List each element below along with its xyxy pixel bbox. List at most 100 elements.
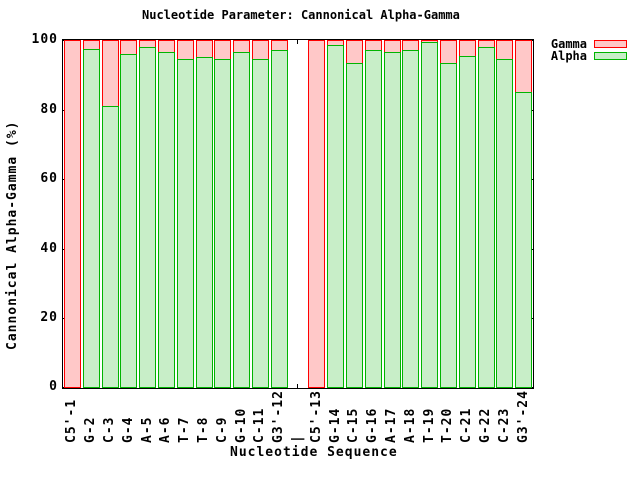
bar-C-9 (214, 40, 231, 388)
x-tick-top (297, 40, 298, 44)
x-tick-label: G3'-24 (515, 390, 531, 443)
bar-A-6 (158, 40, 175, 388)
gamma-segment (120, 40, 137, 54)
alpha-segment (459, 56, 476, 388)
bar-T-19 (421, 40, 438, 388)
gamma-segment (102, 40, 119, 106)
legend-label-gamma: Gamma (550, 37, 587, 51)
x-tick-label: G-2 (83, 416, 99, 443)
gamma-segment (421, 40, 438, 42)
alpha-segment (346, 63, 363, 388)
gamma-segment (271, 40, 288, 50)
bar-C-3 (102, 40, 119, 388)
alpha-segment (440, 63, 457, 388)
bar-G-14 (327, 40, 344, 388)
gamma-segment (308, 40, 325, 388)
alpha-segment (158, 52, 175, 388)
y-tick-label: 60 (40, 171, 58, 186)
gamma-segment (459, 40, 476, 56)
legend-label-alpha: Alpha (550, 49, 587, 63)
bar-T-8 (196, 40, 213, 388)
alpha-segment (496, 59, 513, 388)
x-tick-label: C-21 (459, 407, 475, 443)
gamma-segment (233, 40, 250, 52)
alpha-segment (233, 52, 250, 388)
alpha-segment (365, 50, 382, 388)
bar-C-21 (459, 40, 476, 388)
bar-T-7 (177, 40, 194, 388)
x-tick-label: C-9 (214, 416, 230, 443)
x-tick-label: A-18 (402, 407, 418, 443)
gamma-segment (83, 40, 100, 49)
legend: Gamma Alpha (545, 38, 627, 62)
alpha-swatch-icon (594, 52, 627, 60)
x-tick-label: G3'-12 (271, 390, 287, 443)
gamma-segment (177, 40, 194, 59)
bar-A-17 (384, 40, 401, 388)
gamma-segment (496, 40, 513, 59)
gamma-segment (384, 40, 401, 52)
alpha-segment (252, 59, 269, 388)
y-tick-label: 40 (40, 241, 58, 256)
alpha-segment (478, 47, 495, 388)
gamma-segment (327, 40, 344, 45)
x-tick-label: A-17 (384, 407, 399, 443)
gamma-segment (158, 40, 175, 52)
bar-G-16 (365, 40, 382, 388)
alpha-segment (196, 57, 213, 388)
gamma-segment (252, 40, 269, 59)
bar-G-10 (233, 40, 250, 388)
gamma-segment (139, 40, 156, 47)
bar-G3'-12 (271, 40, 288, 388)
y-tick-label: 0 (49, 379, 58, 394)
x-tick-label: T-7 (177, 416, 193, 443)
x-tick-label: G-22 (478, 407, 493, 443)
alpha-segment (102, 106, 119, 388)
bar-G-22 (478, 40, 495, 388)
bar-T-20 (440, 40, 457, 388)
alpha-segment (139, 47, 156, 388)
x-tick-label: A-5 (139, 416, 155, 443)
alpha-segment (214, 59, 231, 388)
gamma-segment (214, 40, 231, 59)
x-tick-bottom (297, 384, 298, 388)
x-axis-title: Nucleotide Sequence (230, 445, 398, 460)
x-tick-label: C-3 (102, 416, 117, 443)
x-tick-label: G-10 (233, 407, 249, 443)
gamma-segment (365, 40, 382, 50)
x-tick-label: C5'-1 (64, 398, 80, 443)
alpha-segment (271, 50, 288, 388)
x-tick-label: T-20 (440, 407, 456, 443)
plot-inner (63, 40, 533, 388)
x-tick-label: C-11 (252, 407, 268, 443)
x-tick-label: C-15 (346, 407, 362, 443)
gamma-segment (478, 40, 495, 47)
plot-area (62, 39, 534, 389)
gamma-segment (440, 40, 457, 63)
x-tick-label: G-16 (365, 407, 381, 443)
x-tick-label: T-8 (196, 416, 211, 443)
x-tick-label: C-23 (496, 407, 512, 443)
alpha-segment (177, 59, 194, 388)
bar-C-11 (252, 40, 269, 388)
bar-A-18 (402, 40, 419, 388)
gamma-segment (515, 40, 532, 92)
alpha-segment (83, 49, 100, 388)
legend-item-gamma: Gamma (545, 38, 627, 50)
alpha-segment (515, 92, 532, 388)
bar-G3'-24 (515, 40, 532, 388)
x-tick-label: A-6 (158, 416, 174, 443)
gamma-segment (64, 40, 81, 388)
bar-C5'-1 (64, 40, 81, 388)
y-tick-label: 100 (31, 32, 58, 47)
bar-C-15 (346, 40, 363, 388)
legend-item-alpha: Alpha (545, 50, 627, 62)
bar-A-5 (139, 40, 156, 388)
bar-G-2 (83, 40, 100, 388)
x-tick-label: C5'-13 (308, 390, 324, 443)
alpha-segment (384, 52, 401, 388)
bar-C-23 (496, 40, 513, 388)
gamma-swatch-icon (594, 40, 627, 48)
x-tick-label: T-19 (421, 407, 437, 443)
